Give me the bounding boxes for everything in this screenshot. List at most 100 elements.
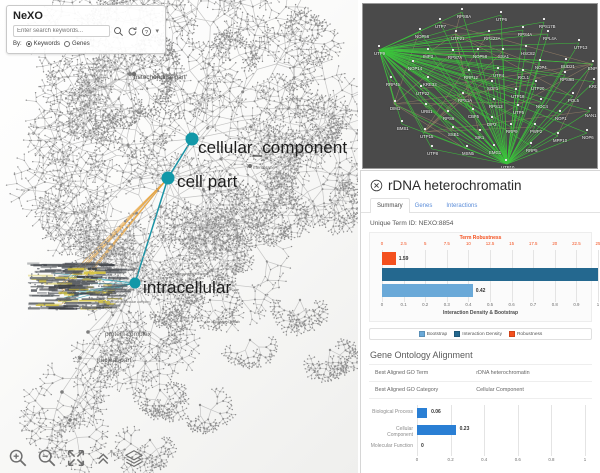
gridline: [484, 405, 486, 422]
gene-node[interactable]: [539, 59, 541, 61]
gene-node[interactable]: [564, 71, 566, 73]
search-input[interactable]: [13, 25, 111, 37]
tab-interactions[interactable]: Interactions: [446, 203, 478, 209]
gene-node[interactable]: [500, 11, 502, 13]
axis-tick: 0.8: [548, 457, 555, 462]
chevron-down-icon[interactable]: ▾: [155, 28, 159, 35]
gridline: [517, 439, 519, 456]
radio-genes[interactable]: Genes: [64, 41, 90, 47]
gene-node[interactable]: [505, 159, 507, 161]
axis-tick: 0.6: [508, 302, 515, 307]
gene-node[interactable]: [586, 129, 588, 131]
gene-node[interactable]: [466, 145, 468, 147]
gene-node[interactable]: [522, 26, 524, 28]
search-icon[interactable]: [113, 26, 124, 37]
gene-node[interactable]: [425, 103, 427, 105]
gridline: [585, 439, 586, 456]
go-bar-row: Biological Process 0.06: [369, 405, 592, 422]
go-bar-value: 0.23: [459, 426, 470, 432]
go-category-key: Best Aligned GO Category: [375, 387, 439, 393]
gene-node[interactable]: [578, 39, 580, 41]
gene-node[interactable]: [420, 85, 422, 87]
ontology-tree-panel[interactable]: cellular_component cell part intracellular…: [0, 0, 358, 473]
gene-node[interactable]: [557, 132, 559, 134]
axis-tick: 1: [583, 457, 587, 462]
gene-node[interactable]: [431, 145, 433, 147]
gene-node[interactable]: [394, 100, 396, 102]
gene-node[interactable]: [497, 67, 499, 69]
gene-node[interactable]: [592, 60, 594, 62]
gene-node[interactable]: [472, 108, 474, 110]
gene-node[interactable]: [540, 98, 542, 100]
axis-tick: 0.3: [443, 302, 450, 307]
zoom-out-icon[interactable]: [37, 448, 57, 468]
axis-tick: 0: [380, 241, 384, 246]
tab-genes[interactable]: Genes: [414, 203, 433, 209]
close-circle-icon[interactable]: [370, 179, 383, 192]
search-by-row: By: Keywords Genes: [13, 41, 159, 47]
gene-node[interactable]: [565, 58, 567, 60]
gene-node[interactable]: [468, 69, 470, 71]
gene-interaction-network[interactable]: RPS8A UTP6 UTP7 RPS17B NOP56 UTP21 RPS22A RPS4A…: [362, 3, 598, 169]
gene-node[interactable]: [462, 92, 464, 94]
axis-tick: 0.2: [422, 302, 429, 307]
axis-tick: 0.9: [573, 302, 580, 307]
gene-node[interactable]: [593, 78, 595, 80]
gene-node[interactable]: [427, 76, 429, 78]
gene-node[interactable]: [477, 48, 479, 50]
radio-genes-indicator: [64, 41, 71, 47]
reset-icon[interactable]: [127, 26, 138, 37]
gene-node[interactable]: [447, 110, 449, 112]
gene-node[interactable]: [522, 69, 524, 71]
gene-node[interactable]: [412, 60, 414, 62]
gene-node[interactable]: [491, 80, 493, 82]
gene-node[interactable]: [427, 48, 429, 50]
gridline: [598, 250, 599, 302]
gene-node[interactable]: [452, 49, 454, 51]
gene-node[interactable]: [390, 76, 392, 78]
collapse-tree-icon[interactable]: [95, 448, 115, 468]
zoom-in-icon[interactable]: [8, 448, 28, 468]
gene-node[interactable]: [543, 18, 545, 20]
gene-node[interactable]: [525, 45, 527, 47]
axis-tick: 17.5: [528, 241, 538, 246]
help-icon[interactable]: ?: [141, 26, 152, 37]
gene-node[interactable]: [493, 144, 495, 146]
fit-to-screen-icon[interactable]: [66, 448, 86, 468]
gene-node[interactable]: [535, 80, 537, 82]
gene-node[interactable]: [424, 128, 426, 130]
gene-node[interactable]: [452, 126, 454, 128]
detail-tabs[interactable]: Summary Genes Interactions: [361, 197, 600, 213]
gene-node[interactable]: [534, 123, 536, 125]
gene-node[interactable]: [502, 48, 504, 50]
gene-node[interactable]: [401, 120, 403, 122]
layers-icon[interactable]: [124, 448, 144, 468]
gene-node[interactable]: [510, 123, 512, 125]
gene-node[interactable]: [547, 30, 549, 32]
gene-node[interactable]: [378, 45, 380, 47]
gene-node[interactable]: [419, 28, 421, 30]
gene-node[interactable]: [491, 116, 493, 118]
gene-node[interactable]: [488, 30, 490, 32]
tab-summary[interactable]: Summary: [370, 198, 410, 213]
gene-node[interactable]: [479, 129, 481, 131]
axis-tick: 0.2: [447, 457, 454, 462]
bar-robustness: [382, 252, 396, 265]
gene-node[interactable]: [493, 98, 495, 100]
view-toolbar[interactable]: [0, 443, 358, 473]
gene-node[interactable]: [517, 104, 519, 106]
radio-keywords[interactable]: Keywords: [25, 41, 61, 47]
table-row: Best Aligned GO Category Cellular Compon…: [369, 382, 592, 399]
radio-keywords-label: Keywords: [33, 41, 61, 47]
gene-node[interactable]: [530, 142, 532, 144]
go-term-value: rDNA heterochromatin: [476, 370, 530, 376]
gene-node[interactable]: [515, 88, 517, 90]
search-panel[interactable]: NeXO ? ▾ By:: [6, 5, 166, 54]
gene-node[interactable]: [589, 107, 591, 109]
axis-tick: 1: [596, 302, 600, 307]
gene-node[interactable]: [559, 110, 561, 112]
gene-node[interactable]: [572, 92, 574, 94]
gene-node[interactable]: [461, 8, 463, 10]
gene-node[interactable]: [455, 30, 457, 32]
gene-node[interactable]: [439, 18, 441, 20]
